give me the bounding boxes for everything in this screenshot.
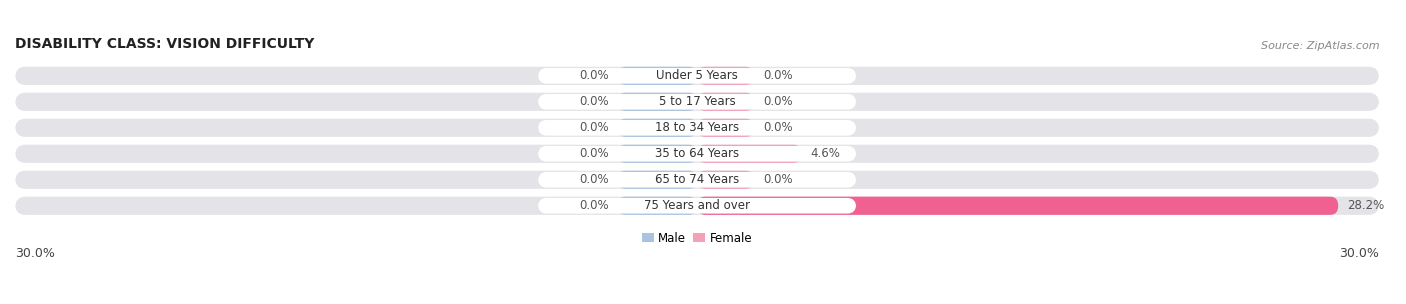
FancyBboxPatch shape [15, 145, 1379, 163]
FancyBboxPatch shape [617, 67, 697, 85]
FancyBboxPatch shape [538, 146, 856, 162]
Text: 4.6%: 4.6% [811, 147, 841, 160]
Text: 0.0%: 0.0% [579, 199, 609, 212]
FancyBboxPatch shape [617, 145, 697, 163]
Text: 0.0%: 0.0% [579, 69, 609, 82]
FancyBboxPatch shape [15, 171, 1379, 189]
Text: 75 Years and over: 75 Years and over [644, 199, 749, 212]
FancyBboxPatch shape [697, 145, 801, 163]
FancyBboxPatch shape [538, 68, 856, 84]
Text: 30.0%: 30.0% [15, 247, 55, 260]
FancyBboxPatch shape [15, 93, 1379, 111]
Text: DISABILITY CLASS: VISION DIFFICULTY: DISABILITY CLASS: VISION DIFFICULTY [15, 37, 315, 51]
Text: 0.0%: 0.0% [579, 173, 609, 186]
Text: Under 5 Years: Under 5 Years [657, 69, 738, 82]
Text: 28.2%: 28.2% [1347, 199, 1385, 212]
Text: 18 to 34 Years: 18 to 34 Years [655, 121, 740, 134]
FancyBboxPatch shape [697, 67, 754, 85]
Text: 0.0%: 0.0% [763, 173, 793, 186]
Text: 35 to 64 Years: 35 to 64 Years [655, 147, 740, 160]
FancyBboxPatch shape [15, 67, 1379, 85]
Text: 30.0%: 30.0% [1340, 247, 1379, 260]
FancyBboxPatch shape [538, 120, 856, 136]
Text: 0.0%: 0.0% [763, 69, 793, 82]
Text: 0.0%: 0.0% [763, 121, 793, 134]
Text: 0.0%: 0.0% [579, 121, 609, 134]
FancyBboxPatch shape [617, 171, 697, 189]
Text: 65 to 74 Years: 65 to 74 Years [655, 173, 740, 186]
FancyBboxPatch shape [617, 197, 697, 215]
FancyBboxPatch shape [15, 119, 1379, 137]
Text: 0.0%: 0.0% [579, 147, 609, 160]
FancyBboxPatch shape [538, 172, 856, 188]
FancyBboxPatch shape [697, 119, 754, 137]
Text: Source: ZipAtlas.com: Source: ZipAtlas.com [1261, 41, 1379, 51]
FancyBboxPatch shape [15, 197, 1379, 215]
Legend: Male, Female: Male, Female [637, 227, 758, 250]
FancyBboxPatch shape [617, 119, 697, 137]
Text: 0.0%: 0.0% [579, 95, 609, 108]
FancyBboxPatch shape [697, 171, 754, 189]
FancyBboxPatch shape [538, 198, 856, 213]
Text: 5 to 17 Years: 5 to 17 Years [659, 95, 735, 108]
Text: 0.0%: 0.0% [763, 95, 793, 108]
FancyBboxPatch shape [697, 197, 1339, 215]
FancyBboxPatch shape [617, 93, 697, 111]
FancyBboxPatch shape [697, 93, 754, 111]
FancyBboxPatch shape [538, 94, 856, 110]
